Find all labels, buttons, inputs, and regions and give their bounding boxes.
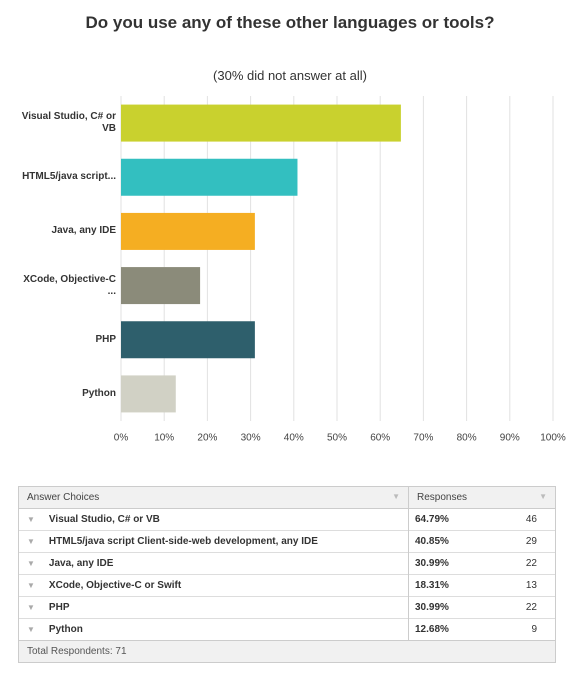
bar [121, 375, 176, 413]
bar [121, 321, 255, 359]
table-cell: 30.99% [408, 552, 481, 575]
expand-icon[interactable]: ▼ [27, 559, 35, 568]
chart-title: Do you use any of these other languages … [85, 13, 495, 32]
table-cell: 30.99% [408, 596, 481, 619]
chart-subtitle: (30% did not answer at all) [213, 68, 367, 83]
x-tick-label: 100% [540, 433, 566, 444]
table-cell: 40.85% [408, 530, 481, 553]
table-cell: ▼ PHP [18, 596, 409, 619]
table-cell: 12.68% [408, 618, 481, 641]
x-tick-label: 0% [114, 433, 129, 444]
choice-text: PHP [48, 602, 70, 613]
header-text: Responses [417, 492, 468, 503]
table-cell: ▼ XCode, Objective-C or Swift [18, 574, 409, 597]
expand-icon[interactable]: ▼ [27, 603, 35, 612]
x-tick-label: 70% [413, 433, 433, 444]
x-tick-label: 30% [241, 433, 261, 444]
table-cell: ▼ Visual Studio, C# or VB [18, 508, 409, 531]
table-cell: 64.79% [408, 508, 481, 531]
choice-text: Python [48, 624, 83, 635]
x-tick-label: 50% [327, 433, 347, 444]
table-row: ▼ Java, any IDE 30.99% 22 [18, 552, 556, 575]
table-cell: 29 [481, 530, 556, 553]
table-cell: 18.31% [408, 574, 481, 597]
choice-text: Visual Studio, C# or VB [48, 514, 160, 525]
x-tick-label: 10% [154, 433, 174, 444]
header-text: Answer Choices [27, 492, 100, 503]
table-row: ▼ XCode, Objective-C or Swift 18.31% 13 [18, 574, 556, 597]
bar [121, 267, 201, 305]
x-tick-label: 20% [197, 433, 217, 444]
table-row: ▼ HTML5/java script Client-side-web devel… [18, 530, 556, 553]
header-responses: Responses ▼ [408, 486, 556, 509]
bar [121, 104, 401, 142]
category-label: Java, any IDE [51, 225, 116, 237]
table-row: ▼ PHP 30.99% 22 [18, 596, 556, 619]
table-row: ▼ Visual Studio, C# or VB 64.79% 46 [18, 508, 556, 531]
header-choices: Answer Choices ▼ [18, 486, 409, 509]
bar [121, 212, 255, 250]
category-label: XCode, Objective-C ... [23, 273, 116, 297]
table-cell: ▼ Python [18, 618, 409, 641]
results-table: Answer Choices ▼ Responses ▼ ▼ Visual Studi… [18, 486, 556, 663]
x-tick-label: 90% [500, 433, 520, 444]
choice-text: HTML5/java script Client-side-web develo… [48, 536, 318, 547]
table-cell: ▼ HTML5/java script Client-side-web devel… [18, 530, 409, 553]
expand-icon[interactable]: ▼ [27, 581, 35, 590]
x-tick-label: 40% [284, 433, 304, 444]
table-cell: 13 [481, 574, 556, 597]
expand-icon[interactable]: ▼ [27, 515, 35, 524]
category-label: Visual Studio, C# or VB [21, 111, 116, 135]
table-cell: 22 [481, 596, 556, 619]
x-tick-label: 80% [457, 433, 477, 444]
table-cell: 22 [481, 552, 556, 575]
expand-icon[interactable]: ▼ [27, 625, 35, 634]
category-label: Python [82, 387, 116, 399]
table-cell: 46 [481, 508, 556, 531]
choice-text: Java, any IDE [48, 558, 114, 569]
bar [121, 158, 298, 196]
choice-text: XCode, Objective-C or Swift [48, 580, 182, 591]
table-row: ▼ Python 12.68% 9 [18, 618, 556, 641]
table-cell: 9 [481, 618, 556, 641]
table-footer: Total Respondents: 71 [18, 640, 556, 663]
category-label: PHP [95, 333, 116, 345]
category-label: HTML5/java script... [22, 171, 116, 183]
expand-icon[interactable]: ▼ [27, 537, 35, 546]
table-header: Answer Choices ▼ Responses ▼ [18, 486, 556, 509]
x-tick-label: 60% [370, 433, 390, 444]
chart: 0% 10% 20% 30% 40% 50% 60% 70% 80% 90% 100% [114, 96, 566, 444]
table-cell: ▼ Java, any IDE [18, 552, 409, 575]
